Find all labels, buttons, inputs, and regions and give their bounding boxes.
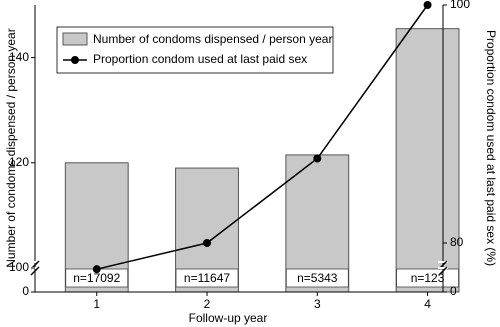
legend-marker bbox=[71, 56, 79, 64]
line bbox=[96, 4, 429, 270]
line-point bbox=[92, 265, 101, 274]
annotation: n=17092 bbox=[73, 271, 120, 285]
bar bbox=[395, 28, 460, 293]
y-tick-label: 100 bbox=[9, 260, 29, 274]
y-tick-label: 120 bbox=[9, 155, 29, 169]
annotation: n=5343 bbox=[297, 271, 338, 285]
y-tick-label: 0 bbox=[22, 284, 29, 298]
axis-break bbox=[438, 266, 448, 276]
y2-tick-label: 0 bbox=[450, 284, 457, 298]
x-tick-label: 4 bbox=[424, 297, 431, 311]
axis-break-gap bbox=[438, 267, 448, 269]
x-axis-title: Follow-up year bbox=[189, 311, 268, 325]
axis-break bbox=[30, 266, 40, 276]
x-tick-label: 2 bbox=[204, 297, 211, 311]
annotation-box bbox=[175, 268, 239, 288]
annotation: n=11647 bbox=[184, 271, 230, 285]
y-axis-title: Number of condoms dispensed / person yea… bbox=[4, 28, 18, 267]
line-point bbox=[313, 154, 322, 163]
axis-break-gap bbox=[30, 261, 40, 263]
x-tick-label: 3 bbox=[314, 297, 321, 311]
legend-label: Proportion condom used at last paid sex bbox=[93, 52, 307, 66]
y2-tick-label: 100 bbox=[450, 0, 470, 11]
annotation: n=123 bbox=[411, 271, 445, 285]
y2-axis-title: Proportion condom used at last paid sex … bbox=[484, 30, 498, 266]
legend-swatch bbox=[62, 32, 88, 46]
line-point bbox=[423, 1, 432, 9]
annotation-box bbox=[285, 268, 349, 288]
y-tick-label: 140 bbox=[9, 50, 29, 64]
line-point bbox=[203, 239, 212, 247]
y2-tick-label: 80 bbox=[450, 235, 464, 249]
axis-frame bbox=[34, 5, 444, 293]
axis-break-gap bbox=[438, 261, 448, 263]
legend-box bbox=[56, 26, 334, 74]
legend-label: Number of condoms dispensed / person yea… bbox=[93, 32, 332, 46]
x-tick-label: 1 bbox=[93, 297, 100, 311]
